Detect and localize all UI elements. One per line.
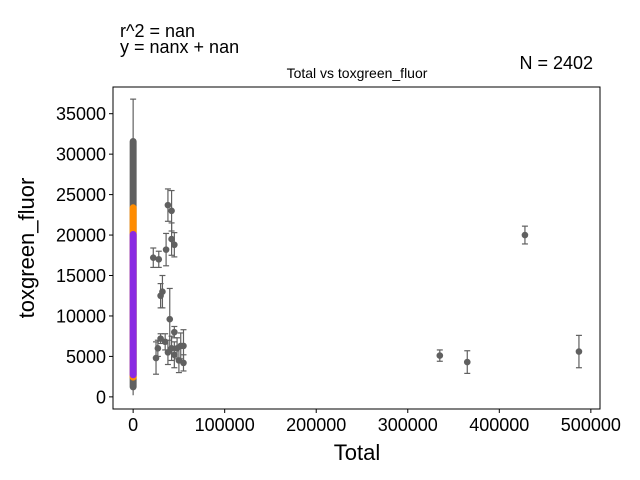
y-tick-label: 30000 xyxy=(56,145,106,165)
chart-title: Total vs toxgreen_fluor xyxy=(287,65,428,81)
x-tick-label: 200000 xyxy=(286,415,346,435)
data-point xyxy=(180,359,187,367)
data-point xyxy=(149,254,157,262)
y-tick-label: 15000 xyxy=(56,266,106,286)
y-tick-label: 20000 xyxy=(56,226,106,246)
data-point xyxy=(168,345,175,352)
x-tick-label: 500000 xyxy=(561,415,621,435)
y-axis-ticks: 0 5000 10000 15000 20000 25000 30000 35000 xyxy=(56,104,113,407)
data-point xyxy=(436,352,444,359)
x-tick-label: 0 xyxy=(128,415,138,435)
regression-equation-text: y = nanx + nan xyxy=(120,37,239,57)
data-point xyxy=(463,358,471,366)
data-point xyxy=(180,342,187,350)
data-point xyxy=(164,201,172,209)
x-axis-label: Total xyxy=(334,440,380,465)
data-point xyxy=(171,328,178,336)
x-tick-label: 300000 xyxy=(378,415,438,435)
plot-frame xyxy=(112,86,601,410)
y-tick-label: 35000 xyxy=(56,104,106,124)
data-point xyxy=(171,241,178,249)
y-tick-label: 5000 xyxy=(66,347,106,367)
data-point xyxy=(521,231,529,239)
y-tick-label: 10000 xyxy=(56,306,106,326)
data-point xyxy=(155,256,163,263)
plot-marks xyxy=(129,98,583,396)
data-point xyxy=(166,315,174,323)
x-axis-ticks: 0 100000 200000 300000 400000 500000 xyxy=(128,409,621,435)
data-point xyxy=(168,235,175,243)
data-point xyxy=(162,246,170,253)
data-point xyxy=(157,335,164,342)
x-tick-label: 400000 xyxy=(469,415,529,435)
band-point-cluster xyxy=(129,231,137,379)
y-tick-label: 0 xyxy=(96,387,106,407)
y-tick-label: 25000 xyxy=(56,185,106,205)
data-point xyxy=(159,288,166,295)
y-axis-label: toxgreen_fluor xyxy=(14,178,39,319)
data-point xyxy=(168,207,175,215)
x-tick-label: 100000 xyxy=(195,415,255,435)
r-squared-text: r^2 = nan xyxy=(120,21,195,41)
data-point xyxy=(171,351,178,359)
data-point xyxy=(154,345,162,352)
sample-count-text: N = 2402 xyxy=(519,53,593,73)
data-point xyxy=(575,348,583,355)
